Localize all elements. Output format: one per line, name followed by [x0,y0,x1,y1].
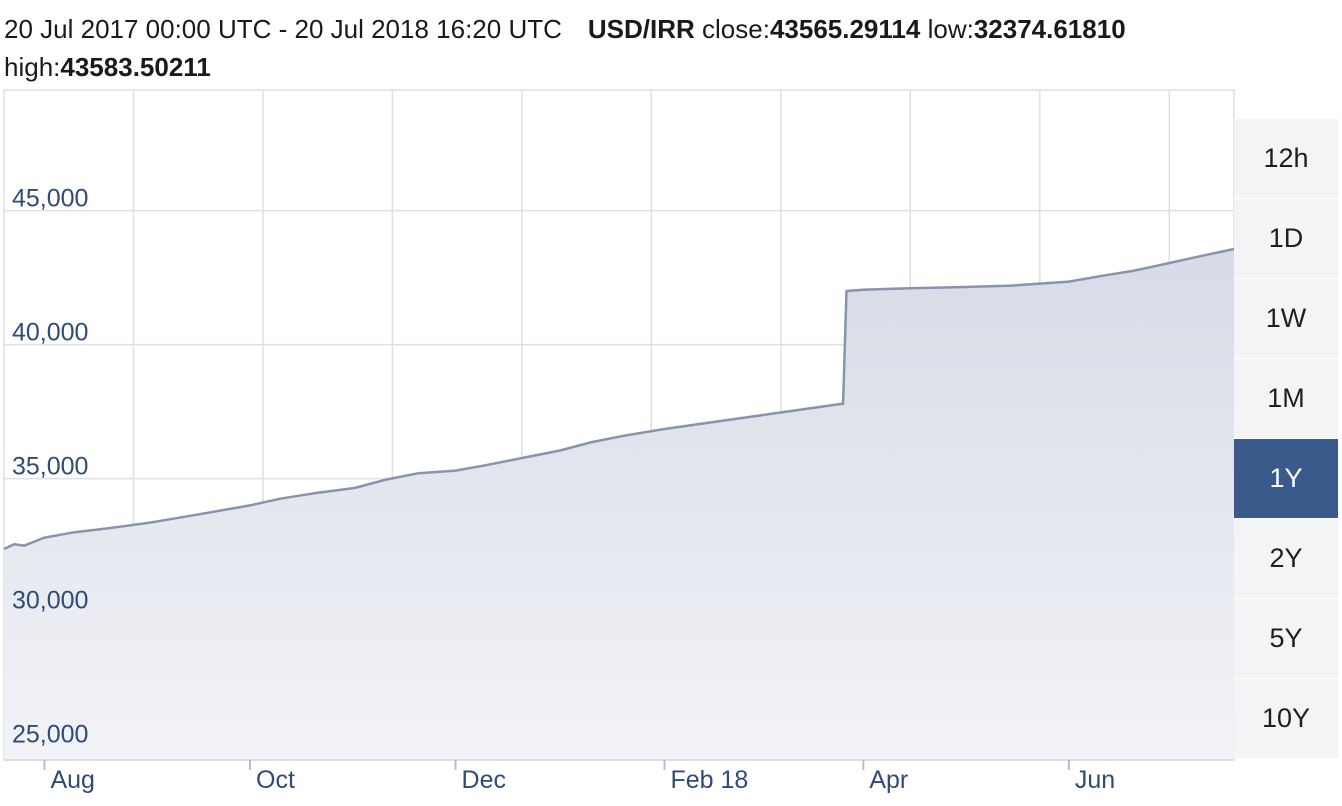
low-label: low: [927,14,974,44]
x-tick-label: Feb 18 [670,766,748,794]
range-button-label: 5Y [1269,623,1303,653]
close-label: close: [702,14,770,44]
high-label: high: [4,52,61,82]
area-fill [4,249,1234,760]
low-value: 32374.61810 [973,14,1126,44]
range-button-label: 10Y [1261,703,1311,733]
range-button-10y[interactable]: 10Y [1234,678,1338,758]
high-value: 43583.50211 [60,52,211,82]
y-axis: 25,000 30,000 35,000 40,000 45,000 [12,185,88,749]
y-tick-label: 45,000 [12,185,88,213]
series-line [3,247,1235,551]
range-button-2y[interactable]: 2Y [1234,518,1338,598]
range-button-12h[interactable]: 12h [1234,118,1338,198]
range-button-label: 12h [1263,143,1309,173]
range-button-1m[interactable]: 1M [1234,358,1338,438]
x-tick-label: Dec [462,766,506,794]
close-value: 43565.29114 [769,14,921,44]
y-tick-label: 40,000 [12,319,88,347]
range-button-label: 2Y [1269,543,1303,573]
range-button-1w[interactable]: 1W [1234,278,1338,358]
range-button-label: 1W [1265,303,1307,333]
chart-header: 20 Jul 2017 00:00 UTC - 20 Jul 2018 16:2… [4,10,1334,86]
time-range-selector: 12h 1D 1W 1M 1Y 2Y 5Y 10Y [1234,118,1338,758]
range-button-1d[interactable]: 1D [1234,198,1338,278]
x-axis: Aug Oct Dec Feb 18 Apr Jun [4,759,1234,794]
x-tick-label: Jun [1075,766,1115,794]
y-tick-label: 30,000 [12,587,88,615]
date-range: 20 Jul 2017 00:00 UTC - 20 Jul 2018 16:2… [4,14,562,44]
range-button-label: 1D [1268,223,1304,253]
range-button-1y[interactable]: 1Y [1234,438,1338,518]
area-series [3,247,1235,760]
x-tick-label: Oct [256,766,295,794]
range-button-5y[interactable]: 5Y [1234,598,1338,678]
range-button-label: 1M [1267,383,1305,413]
currency-pair: USD/IRR [587,14,695,44]
y-tick-label: 25,000 [12,721,88,749]
x-tick-label: Aug [50,766,94,794]
y-tick-label: 35,000 [12,453,88,481]
x-tick-label: Apr [869,766,908,794]
range-button-label: 1Y [1269,463,1303,493]
